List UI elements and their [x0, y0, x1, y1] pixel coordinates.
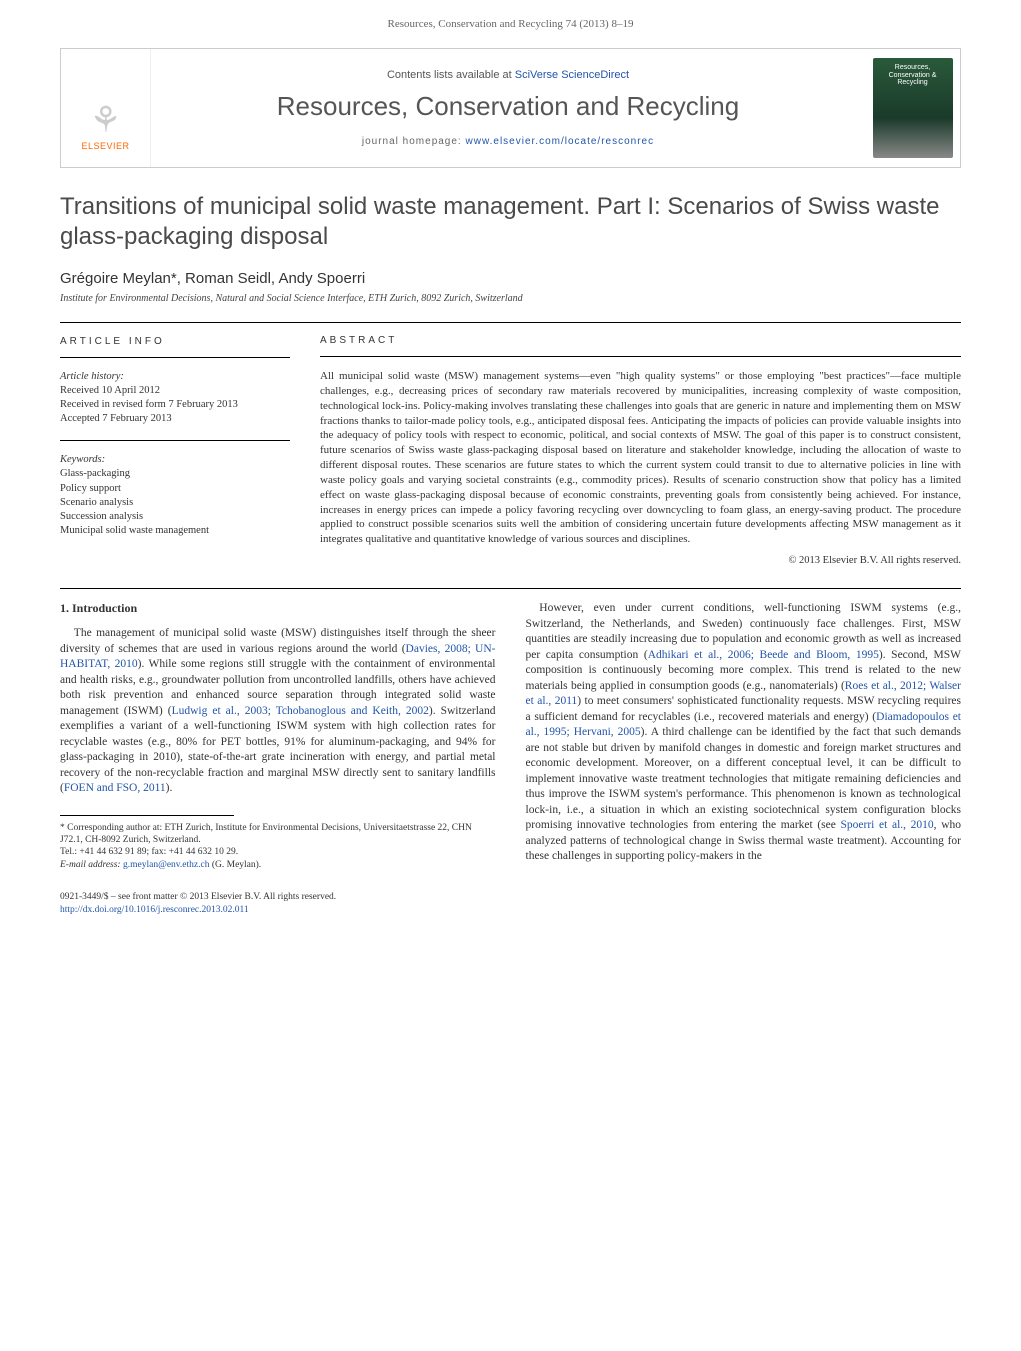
abstract-heading: ABSTRACT: [320, 335, 961, 346]
rule-top: [60, 322, 961, 323]
corresponding-email-line: E-mail address: g.meylan@env.ethz.ch (G.…: [60, 859, 496, 871]
right-column: However, even under current conditions, …: [526, 601, 962, 917]
running-head: Resources, Conservation and Recycling 74…: [0, 0, 1021, 38]
cover-thumb-box: Resources, Conservation & Recycling: [865, 49, 960, 167]
meta-abstract-row: ARTICLE INFO Article history: Received 1…: [60, 335, 961, 566]
history-block: Article history: Received 10 April 2012 …: [60, 370, 290, 427]
journal-name: Resources, Conservation and Recycling: [277, 91, 739, 122]
article-info-column: ARTICLE INFO Article history: Received 1…: [60, 335, 290, 566]
sciencedirect-link[interactable]: SciVerse ScienceDirect: [515, 69, 629, 81]
section-1-heading: 1. Introduction: [60, 601, 496, 616]
article-title: Transitions of municipal solid waste man…: [60, 192, 961, 252]
contents-line: Contents lists available at SciVerse Sci…: [387, 69, 629, 81]
homepage-prefix: journal homepage:: [362, 136, 466, 147]
cover-line-2: Conservation &: [877, 72, 949, 80]
text-run: ).: [166, 782, 173, 794]
left-column: 1. Introduction The management of munici…: [60, 601, 496, 917]
contents-prefix: Contents lists available at: [387, 69, 515, 81]
cover-line-3: Recycling: [877, 79, 949, 87]
tree-icon: ⚘: [89, 99, 121, 141]
keywords-label: Keywords:: [60, 453, 290, 467]
cover-line-1: Resources,: [877, 64, 949, 72]
history-revised: Received in revised form 7 February 2013: [60, 398, 290, 412]
cover-thumbnail: Resources, Conservation & Recycling: [873, 58, 953, 158]
keywords-block: Keywords: Glass-packaging Policy support…: [60, 453, 290, 538]
history-received: Received 10 April 2012: [60, 384, 290, 398]
email-suffix: (G. Meylan).: [209, 860, 261, 870]
citation-link[interactable]: FOEN and FSO, 2011: [64, 782, 166, 794]
rule-info: [60, 357, 290, 358]
affiliation: Institute for Environmental Decisions, N…: [60, 293, 961, 304]
article-body: Transitions of municipal solid waste man…: [0, 192, 1021, 917]
rule-bottom: [60, 588, 961, 589]
banner-center: Contents lists available at SciVerse Sci…: [151, 49, 865, 167]
abstract-body: All municipal solid waste (MSW) manageme…: [320, 369, 961, 547]
right-paragraph-1: However, even under current conditions, …: [526, 601, 962, 865]
history-label: Article history:: [60, 370, 290, 384]
left-paragraph-1: The management of municipal solid waste …: [60, 626, 496, 797]
history-accepted: Accepted 7 February 2013: [60, 412, 290, 426]
footer-block: 0921-3449/$ – see front matter © 2013 El…: [60, 891, 496, 917]
publisher-logo: ⚘ ELSEVIER: [71, 66, 141, 151]
text-run: ). A third challenge can be identified b…: [526, 726, 962, 831]
doi-link[interactable]: http://dx.doi.org/10.1016/j.resconrec.20…: [60, 905, 249, 915]
keyword-item: Policy support: [60, 482, 290, 496]
keyword-item: Glass-packaging: [60, 467, 290, 481]
footnote-block: * Corresponding author at: ETH Zurich, I…: [60, 822, 496, 871]
rule-abs: [320, 356, 961, 357]
citation-link[interactable]: Adhikari et al., 2006; Beede and Bloom, …: [648, 649, 879, 661]
abstract-column: ABSTRACT All municipal solid waste (MSW)…: [320, 335, 961, 566]
keyword-item: Municipal solid waste management: [60, 524, 290, 538]
authors-line: Grégoire Meylan*, Roman Seidl, Andy Spoe…: [60, 270, 961, 287]
abstract-copyright: © 2013 Elsevier B.V. All rights reserved…: [320, 555, 961, 566]
email-link[interactable]: g.meylan@env.ethz.ch: [123, 860, 209, 870]
text-run: ). Switzerland exemplifies a variant of …: [60, 705, 496, 795]
citation-link[interactable]: Spoerri et al., 2010: [841, 819, 934, 831]
article-info-heading: ARTICLE INFO: [60, 335, 290, 349]
body-columns: 1. Introduction The management of munici…: [60, 601, 961, 917]
rule-kw: [60, 440, 290, 441]
homepage-link[interactable]: www.elsevier.com/locate/resconrec: [466, 136, 655, 147]
corresponding-author: * Corresponding author at: ETH Zurich, I…: [60, 822, 496, 847]
citation-link[interactable]: Ludwig et al., 2003; Tchobanoglous and K…: [172, 705, 429, 717]
keyword-item: Succession analysis: [60, 510, 290, 524]
footnote-separator: [60, 815, 234, 816]
publisher-name: ELSEVIER: [81, 141, 129, 151]
keyword-item: Scenario analysis: [60, 496, 290, 510]
email-label: E-mail address:: [60, 860, 123, 870]
publisher-logo-box: ⚘ ELSEVIER: [61, 49, 151, 167]
corresponding-tel: Tel.: +41 44 632 91 89; fax: +41 44 632 …: [60, 846, 496, 858]
journal-banner: ⚘ ELSEVIER Contents lists available at S…: [60, 48, 961, 168]
front-matter-line: 0921-3449/$ – see front matter © 2013 El…: [60, 891, 496, 904]
homepage-line: journal homepage: www.elsevier.com/locat…: [362, 136, 654, 147]
